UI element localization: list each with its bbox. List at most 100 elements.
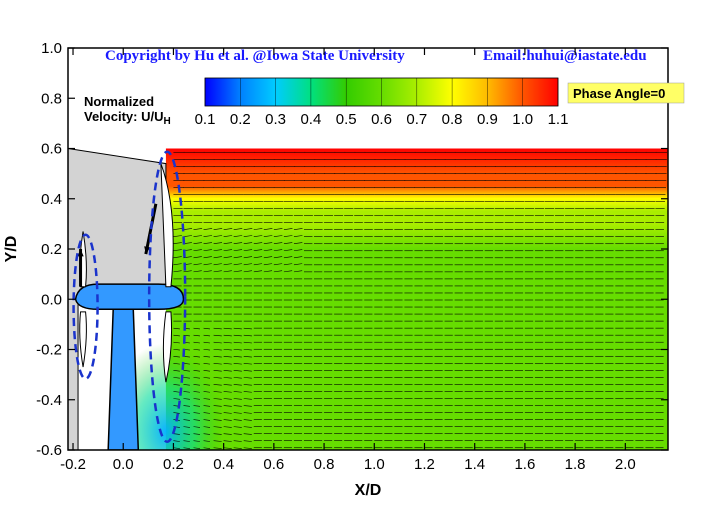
velocity-vector <box>233 391 242 393</box>
velocity-vector <box>173 348 180 351</box>
colorbar-legend: Normalized Velocity: U/UH 0.1 0.2 0.3 0.4 0.… <box>80 75 570 137</box>
velocity-vector <box>243 242 253 245</box>
velocity-vector <box>223 405 232 407</box>
velocity-vector <box>213 348 222 351</box>
velocity-vector <box>203 242 213 245</box>
velocity-vector <box>203 419 211 421</box>
colorbar-tick-label: 0.4 <box>300 111 321 128</box>
velocity-vector <box>213 256 222 259</box>
velocity-vector <box>233 341 242 344</box>
velocity-vector <box>233 363 242 365</box>
velocity-vector <box>203 447 211 449</box>
velocity-vector <box>203 398 211 400</box>
velocity-vector <box>233 370 242 372</box>
velocity-vector <box>193 228 203 230</box>
velocity-vector <box>173 235 182 237</box>
velocity-vector <box>193 242 202 245</box>
velocity-vector <box>203 256 212 259</box>
velocity-vector <box>213 263 222 266</box>
velocity-vector <box>223 419 232 421</box>
velocity-vector <box>243 334 252 337</box>
colorbar-title-main: Velocity: U/U <box>84 109 163 124</box>
velocity-vector <box>183 398 190 400</box>
x-tick-label: 0.6 <box>263 456 284 473</box>
velocity-vector <box>233 256 243 259</box>
velocity-vector <box>283 249 293 252</box>
phase-angle-badge <box>567 82 685 104</box>
velocity-vector <box>263 263 273 266</box>
velocity-vector <box>203 426 211 428</box>
x-tick-label: 1.4 <box>464 456 485 473</box>
velocity-vector <box>193 363 201 365</box>
velocity-vector <box>243 384 252 386</box>
velocity-vector <box>263 242 273 245</box>
velocity-vector <box>213 384 222 386</box>
velocity-vector <box>193 391 201 393</box>
rotor-blade-upper <box>160 163 174 288</box>
velocity-vector <box>223 363 232 365</box>
colorbar-tick-label: 1.0 <box>512 111 533 128</box>
velocity-vector <box>213 426 222 428</box>
velocity-vector <box>263 228 273 230</box>
velocity-vector <box>243 270 252 273</box>
velocity-vector <box>233 270 242 273</box>
copyright-text: Copyright by Hu et al. @Iowa State Unive… <box>105 48 405 64</box>
velocity-vector <box>213 370 222 372</box>
velocity-vector <box>253 263 263 266</box>
velocity-vector <box>223 263 232 266</box>
velocity-vector <box>213 270 222 273</box>
velocity-vector <box>283 256 293 259</box>
velocity-vector <box>263 256 273 259</box>
velocity-vector <box>233 334 242 337</box>
colorbar-title-line1: Normalized <box>84 94 154 109</box>
velocity-vector <box>293 270 303 273</box>
velocity-vector <box>213 440 222 442</box>
velocity-vector <box>193 405 201 407</box>
velocity-vector <box>173 249 182 252</box>
y-axis-ticks: -0.6 -0.4 -0.2 0.0 0.2 0.4 0.6 0.8 1.0 <box>36 40 668 459</box>
velocity-vector <box>173 363 180 365</box>
velocity-vector <box>213 249 222 252</box>
velocity-vector <box>203 341 211 344</box>
colorbar-tick-label: 0.5 <box>336 111 357 128</box>
velocity-vector <box>193 433 201 435</box>
colorbar-title-subscript: H <box>163 116 170 127</box>
velocity-vector <box>193 426 201 428</box>
velocity-vector <box>203 363 211 365</box>
rotation-arrowhead <box>144 246 151 255</box>
velocity-vector <box>193 398 201 400</box>
velocity-vector <box>293 235 303 237</box>
velocity-vector <box>233 405 242 407</box>
velocity-vector <box>173 270 182 273</box>
y-tick-label: 0.0 <box>41 291 62 308</box>
velocity-vector <box>193 327 201 330</box>
velocity-vector <box>243 433 252 435</box>
velocity-vector <box>223 355 232 358</box>
turbine-tower <box>107 308 140 450</box>
velocity-vector <box>203 391 211 393</box>
velocity-vector <box>243 370 252 372</box>
colorbar-tick-label: 0.1 <box>195 111 216 128</box>
velocity-vector <box>283 242 293 245</box>
velocity-vector <box>203 412 211 414</box>
velocity-vector <box>223 270 232 273</box>
velocity-vector <box>173 398 180 400</box>
velocity-vector <box>243 440 252 442</box>
velocity-vector <box>243 419 252 421</box>
velocity-vector <box>213 405 222 407</box>
velocity-vector <box>253 235 263 237</box>
rotation-arrowhead <box>77 249 84 257</box>
x-tick-label: 2.0 <box>615 456 636 473</box>
velocity-vector <box>193 270 202 273</box>
velocity-vector <box>273 235 283 237</box>
velocity-vector <box>213 419 222 421</box>
email-text: Email:huhui@iastate.edu <box>483 48 647 64</box>
velocity-vector <box>213 242 223 245</box>
velocity-vector <box>223 370 232 372</box>
velocity-vector <box>193 249 202 252</box>
velocity-vector <box>223 447 232 449</box>
velocity-vector <box>183 412 190 414</box>
velocity-vector <box>193 440 201 442</box>
x-tick-label: 1.8 <box>565 456 586 473</box>
